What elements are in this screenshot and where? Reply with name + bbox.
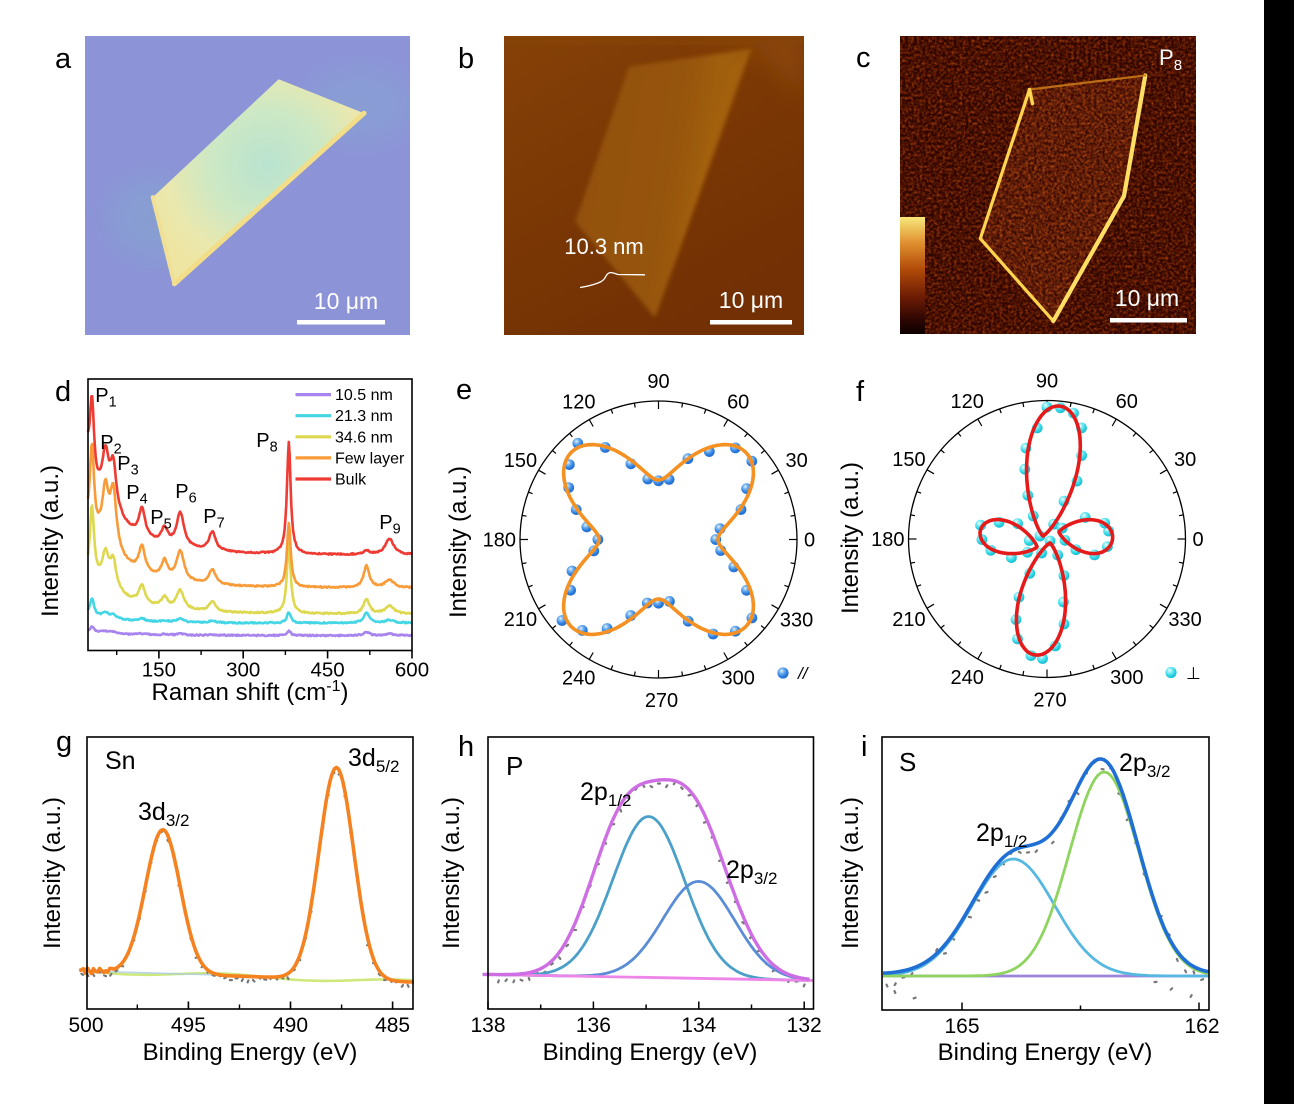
svg-text:Bulk: Bulk (335, 472, 367, 489)
svg-text:60: 60 (1116, 391, 1138, 413)
svg-text:330: 330 (780, 609, 813, 631)
svg-text:10 μm: 10 μm (314, 288, 378, 314)
svg-text:240: 240 (951, 667, 984, 689)
svg-text:Binding Energy (eV): Binding Energy (eV) (543, 1039, 758, 1066)
svg-text:150: 150 (504, 450, 537, 472)
svg-text:136: 136 (576, 1014, 611, 1037)
svg-text:e: e (456, 374, 472, 406)
svg-text:P: P (506, 751, 523, 781)
svg-text:f: f (856, 376, 865, 408)
svg-text:g: g (56, 726, 72, 758)
svg-text:330: 330 (1168, 609, 1201, 631)
svg-text:120: 120 (562, 391, 595, 413)
svg-text:270: 270 (645, 690, 678, 712)
svg-text:Raman shift (cm-1): Raman shift (cm-1) (152, 678, 349, 706)
svg-text:150: 150 (892, 449, 925, 471)
svg-text:0: 0 (1193, 529, 1204, 551)
svg-text:10 μm: 10 μm (1115, 285, 1179, 311)
svg-text:34.6 nm: 34.6 nm (335, 429, 393, 446)
svg-text:h: h (458, 731, 474, 763)
svg-text:10 μm: 10 μm (719, 287, 783, 313)
svg-text:60: 60 (727, 391, 749, 413)
svg-text:Intensity (a.u.): Intensity (a.u.) (438, 797, 465, 949)
svg-text:10.3 nm: 10.3 nm (564, 234, 644, 259)
svg-text:0: 0 (804, 530, 815, 552)
svg-text:30: 30 (1174, 449, 1196, 471)
svg-text:Binding Energy (eV): Binding Energy (eV) (143, 1039, 358, 1066)
svg-text:180: 180 (871, 529, 904, 551)
svg-text:3d3/2: 3d3/2 (138, 798, 189, 830)
svg-text:a: a (55, 43, 72, 75)
svg-text:c: c (856, 42, 871, 74)
svg-text:240: 240 (562, 668, 595, 690)
svg-text:3d5/2: 3d5/2 (348, 744, 399, 776)
svg-text:495: 495 (171, 1014, 206, 1037)
svg-text:180: 180 (483, 530, 516, 552)
svg-text:90: 90 (647, 371, 669, 393)
svg-text:165: 165 (944, 1015, 979, 1038)
svg-text:270: 270 (1033, 690, 1066, 712)
svg-text:300: 300 (722, 668, 755, 690)
svg-text:30: 30 (785, 450, 807, 472)
svg-text:162: 162 (1184, 1015, 1219, 1038)
svg-text:Intensity (a.u.): Intensity (a.u.) (445, 466, 472, 618)
svg-text:500: 500 (68, 1014, 103, 1037)
svg-text:138: 138 (470, 1014, 505, 1037)
svg-text:132: 132 (787, 1014, 822, 1037)
svg-text:300: 300 (1110, 667, 1143, 689)
svg-text:i: i (861, 731, 867, 763)
svg-text://: // (797, 664, 810, 683)
svg-text:485: 485 (375, 1014, 410, 1037)
svg-text:490: 490 (273, 1014, 308, 1037)
svg-text:Intensity (a.u.): Intensity (a.u.) (39, 797, 66, 949)
svg-text:S: S (899, 747, 916, 777)
svg-text:Few layer: Few layer (335, 450, 405, 467)
svg-text:210: 210 (504, 609, 537, 631)
svg-text:Intensity (a.u.): Intensity (a.u.) (837, 462, 864, 614)
svg-text:90: 90 (1036, 371, 1058, 393)
svg-text:134: 134 (681, 1014, 716, 1037)
svg-text:Sn: Sn (105, 747, 136, 775)
svg-text:Intensity (a.u.): Intensity (a.u.) (37, 465, 64, 617)
svg-text:10.5 nm: 10.5 nm (335, 387, 393, 404)
svg-text:600: 600 (395, 659, 429, 682)
svg-text:⊥: ⊥ (1186, 664, 1201, 683)
svg-text:450: 450 (310, 659, 344, 682)
svg-text:Binding Energy (eV): Binding Energy (eV) (938, 1039, 1153, 1066)
svg-text:b: b (458, 43, 474, 75)
svg-text:21.3 nm: 21.3 nm (335, 408, 393, 425)
svg-text:300: 300 (226, 659, 260, 682)
svg-text:Intensity (a.u.): Intensity (a.u.) (837, 797, 864, 949)
svg-text:150: 150 (142, 659, 176, 682)
svg-text:d: d (55, 376, 71, 408)
svg-text:210: 210 (892, 609, 925, 631)
svg-text:120: 120 (951, 391, 984, 413)
